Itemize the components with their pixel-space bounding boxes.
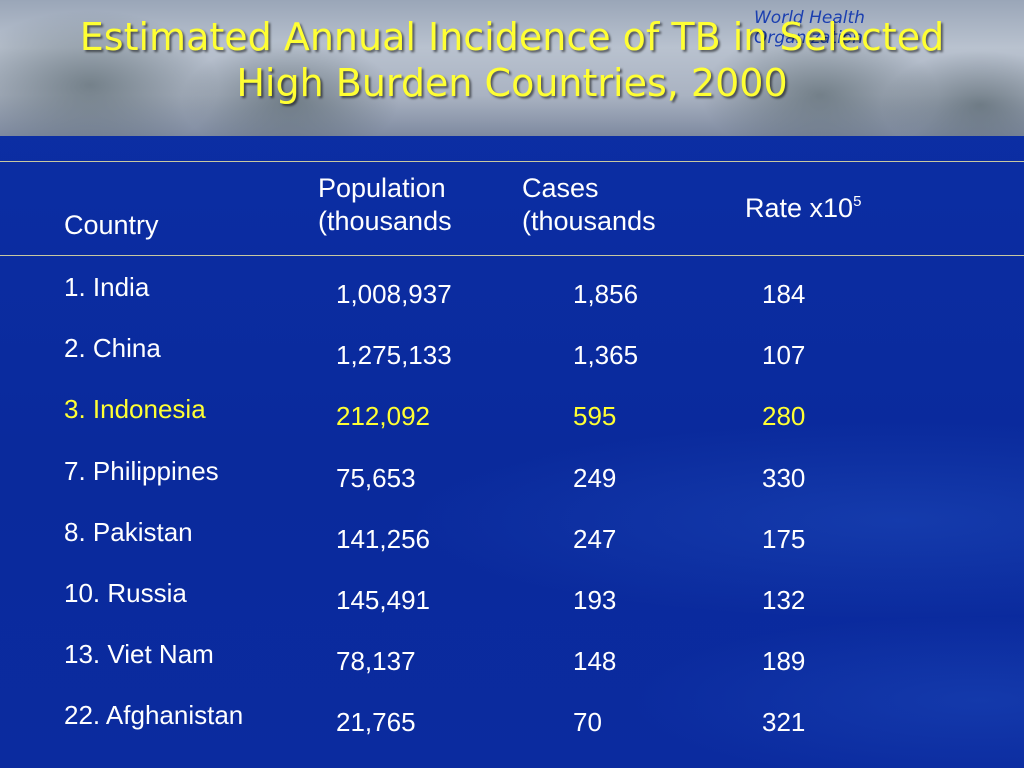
cases-cell: 595 [573,401,617,431]
header-banner [0,0,1024,136]
population-cell: 21,765 [336,707,416,737]
column-header-cases: Cases (thousands [522,172,656,238]
rate-cell: 132 [762,585,806,615]
country-cell: 2. China [64,333,161,363]
cases-header-line-2: (thousands [522,206,656,236]
logo-line-2: Organization [754,28,863,48]
column-header-rate: Rate x105 [745,192,861,225]
slide-title: Estimated Annual Incidence of TB in Sele… [0,14,1024,106]
country-cell: 1. India [64,272,150,302]
population-cell: 78,137 [336,646,416,676]
country-cell: 13. Viet Nam [64,639,214,669]
country-cell: 22. Afghanistan [64,700,244,730]
column-header-population: Population (thousands [318,172,452,238]
rate-header-exponent: 5 [853,193,862,210]
rate-cell: 321 [762,707,806,737]
population-header-line-1: Population [318,173,446,203]
who-logo: World Health Organization [754,8,904,48]
population-cell: 75,653 [336,463,416,493]
country-cell: 3. Indonesia [64,394,206,424]
country-cell: 10. Russia [64,578,187,608]
population-cell: 1,275,133 [336,340,452,370]
cases-cell: 1,365 [573,340,639,370]
cases-cell: 148 [573,646,617,676]
rate-cell: 330 [762,463,806,493]
country-cell: 8. Pakistan [64,517,193,547]
title-line-2: High Burden Countries, 2000 [236,61,788,105]
cases-cell: 1,856 [573,279,639,309]
population-cell: 145,491 [336,585,430,615]
rate-cell: 175 [762,524,806,554]
cases-header-line-1: Cases [522,173,599,203]
cases-cell: 70 [573,707,602,737]
country-cell: 7. Philippines [64,456,219,486]
cases-cell: 193 [573,585,617,615]
logo-line-1: World Health [754,8,865,28]
column-header-country: Country [64,210,159,240]
table-top-rule [0,161,1024,162]
cases-cell: 247 [573,524,617,554]
population-header-line-2: (thousands [318,206,452,236]
rate-cell: 280 [762,401,806,431]
header-divider-rule [0,255,1024,256]
rate-cell: 107 [762,340,806,370]
population-cell: 212,092 [336,401,430,431]
palm-silhouette [180,40,400,136]
rate-cell: 189 [762,646,806,676]
title-line-1: Estimated Annual Incidence of TB in Sele… [79,15,945,59]
rate-cell: 184 [762,279,806,309]
population-cell: 1,008,937 [336,279,452,309]
cases-cell: 249 [573,463,617,493]
rate-header-label: Rate x10 [745,193,854,223]
population-cell: 141,256 [336,524,430,554]
